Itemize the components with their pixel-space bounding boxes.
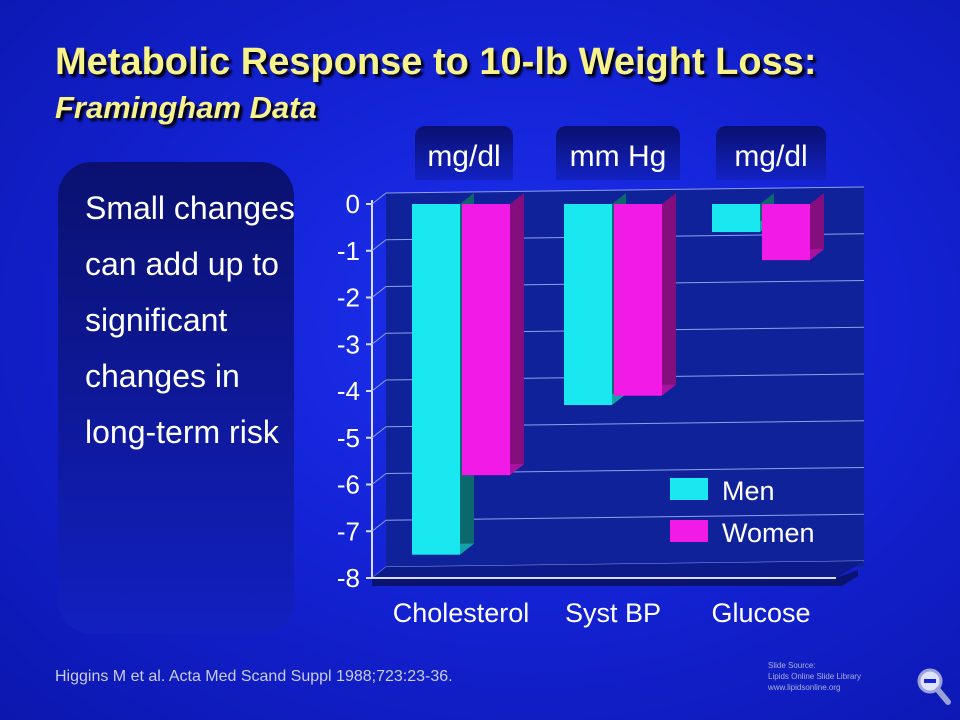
bar-women <box>614 204 662 396</box>
gridline-depth <box>371 473 387 485</box>
slide-subtitle: Framingham Data <box>55 90 317 125</box>
x-tick-label: Glucose <box>711 598 810 628</box>
magnifier-icon[interactable] <box>915 664 953 708</box>
y-tick-label: -6 <box>337 470 360 500</box>
y-tick-label: -5 <box>337 423 360 453</box>
bar-women <box>762 204 810 261</box>
unit-label-syst-bp: mm Hg <box>556 126 680 180</box>
y-tick-label: -8 <box>337 563 360 593</box>
legend-swatch-women <box>670 520 708 542</box>
bar-side <box>510 193 524 476</box>
legend-swatch-men <box>670 478 708 500</box>
gridline-depth <box>371 286 387 298</box>
y-tick-label: 0 <box>346 189 360 219</box>
unit-label-glucose: mg/dl <box>716 126 826 180</box>
x-tick-label: Cholesterol <box>393 598 530 628</box>
bar-men <box>564 204 612 406</box>
bar-men <box>412 204 460 555</box>
side-panel <box>58 162 294 634</box>
slide-source: Slide Source: Lipids Online Slide Librar… <box>768 660 918 693</box>
legend-label: Women <box>722 518 815 548</box>
bar-side <box>810 193 824 261</box>
unit-label-cholesterol: mg/dl <box>415 126 513 180</box>
citation: Higgins M et al. Acta Med Scand Suppl 19… <box>55 668 453 685</box>
source-line: www.lipidsonline.org <box>768 683 841 692</box>
gridline-depth <box>371 239 387 252</box>
gridline-depth <box>371 332 387 345</box>
source-line: Lipids Online Slide Library <box>768 672 861 681</box>
gridline <box>385 186 865 194</box>
gridline-depth <box>371 379 387 392</box>
y-tick-label: -1 <box>337 236 360 266</box>
side-note: Small changes can add up to significant … <box>85 190 295 450</box>
gridline-depth <box>371 192 387 205</box>
y-tick-label: -4 <box>337 376 360 406</box>
y-tick-label: -3 <box>337 329 360 359</box>
gridline-depth <box>371 426 387 439</box>
slide-title: Metabolic Response to 10-lb Weight Loss: <box>55 41 817 83</box>
plot-floor <box>372 561 864 578</box>
y-tick-label: -2 <box>337 283 360 313</box>
bar-women <box>462 204 510 476</box>
legend-label: Men <box>722 476 775 506</box>
source-line: Slide Source: <box>768 661 816 670</box>
y-tick-label: -7 <box>337 516 360 546</box>
bar-men <box>712 204 760 233</box>
gridline-depth <box>371 519 387 532</box>
bar-side <box>662 193 676 396</box>
x-tick-label: Syst BP <box>565 598 661 628</box>
